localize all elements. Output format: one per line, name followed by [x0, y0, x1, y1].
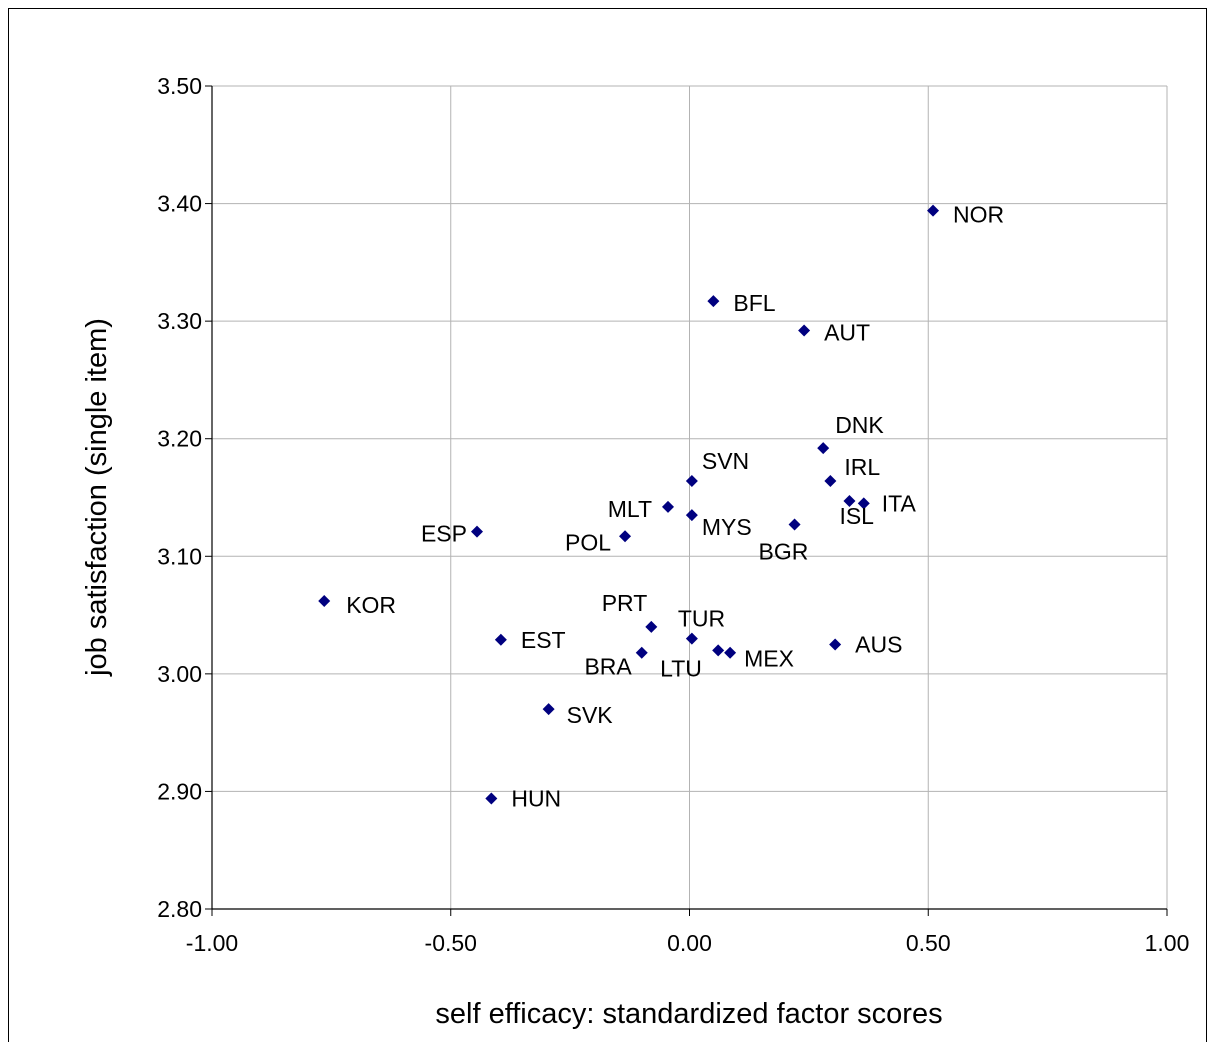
x-tick-label: 0.00: [667, 930, 712, 956]
point-label-dnk: DNK: [835, 412, 884, 438]
y-tick-labels: 2.80 2.90 3.00 3.10 3.20 3.30 3.40 3.50: [157, 73, 202, 922]
x-axis-title: self efficacy: standardized factor score…: [435, 998, 942, 1030]
data-point-ltu: [712, 644, 725, 657]
point-label-ltu: LTU: [660, 655, 702, 681]
data-point-aut: [798, 324, 811, 337]
point-label-ita: ITA: [882, 490, 917, 516]
point-label-kor: KOR: [346, 592, 396, 618]
y-tick-label: 3.20: [157, 426, 202, 452]
point-label-nor: NOR: [953, 202, 1004, 228]
gridlines: [212, 85, 1168, 909]
y-tick-label: 3.10: [157, 543, 202, 569]
point-label-irl: IRL: [844, 454, 880, 480]
point-label-pol: POL: [565, 529, 611, 555]
y-tick-label: 3.30: [157, 308, 202, 334]
point-label-bfl: BFL: [733, 290, 775, 316]
data-point-mys: [685, 509, 698, 522]
point-label-mlt: MLT: [608, 496, 652, 522]
x-tick-label: -1.00: [186, 930, 238, 956]
y-tick-label: 3.00: [157, 661, 202, 687]
data-point-aus: [829, 638, 842, 651]
point-label-mex: MEX: [744, 646, 794, 672]
data-point-hun: [485, 792, 498, 805]
point-label-bgr: BGR: [759, 539, 809, 565]
y-tick-label: 3.50: [157, 73, 202, 99]
point-label-prt: PRT: [602, 590, 648, 616]
chart-frame: [8, 8, 1207, 1042]
data-point-svn: [685, 475, 698, 488]
data-point-bfl: [707, 295, 720, 308]
data-point-esp: [471, 525, 484, 538]
y-axis-title: job satisfaction (single item): [81, 318, 113, 677]
x-tick-labels: -1.00 -0.50 0.00 0.50 1.00: [186, 930, 1190, 956]
x-tick-label: -0.50: [425, 930, 477, 956]
point-label-svn: SVN: [702, 448, 749, 474]
axes: [205, 85, 1168, 916]
point-label-aut: AUT: [824, 320, 870, 346]
data-point-svk: [542, 703, 555, 716]
point-label-svk: SVK: [567, 702, 614, 728]
point-label-tur: TUR: [678, 606, 725, 632]
data-point-mex: [724, 646, 737, 659]
x-tick-label: 0.50: [906, 930, 951, 956]
data-point-bra: [635, 646, 648, 659]
data-point-irl: [824, 475, 837, 488]
point-label-mys: MYS: [702, 514, 752, 540]
point-label-isl: ISL: [839, 503, 874, 529]
y-tick-label: 2.90: [157, 778, 202, 804]
data-point-kor: [318, 594, 331, 607]
y-tick-label: 2.80: [157, 896, 202, 922]
data-point-tur: [685, 632, 698, 645]
data-point-est: [494, 633, 507, 646]
data-point-pol: [619, 530, 632, 543]
data-point-isl: [843, 495, 856, 508]
data-points: [318, 204, 940, 805]
data-point-ita: [857, 497, 870, 510]
data-point-prt: [645, 620, 658, 633]
point-label-hun: HUN: [511, 785, 561, 811]
point-label-bra: BRA: [584, 654, 632, 680]
data-point-mlt: [662, 500, 675, 513]
data-point-dnk: [817, 442, 830, 455]
point-label-est: EST: [521, 627, 566, 653]
point-label-esp: ESP: [421, 521, 467, 547]
data-point-bgr: [788, 518, 801, 531]
data-point-nor: [927, 204, 940, 217]
x-tick-label: 1.00: [1145, 930, 1190, 956]
point-label-aus: AUS: [855, 631, 902, 657]
y-tick-label: 3.40: [157, 191, 202, 217]
